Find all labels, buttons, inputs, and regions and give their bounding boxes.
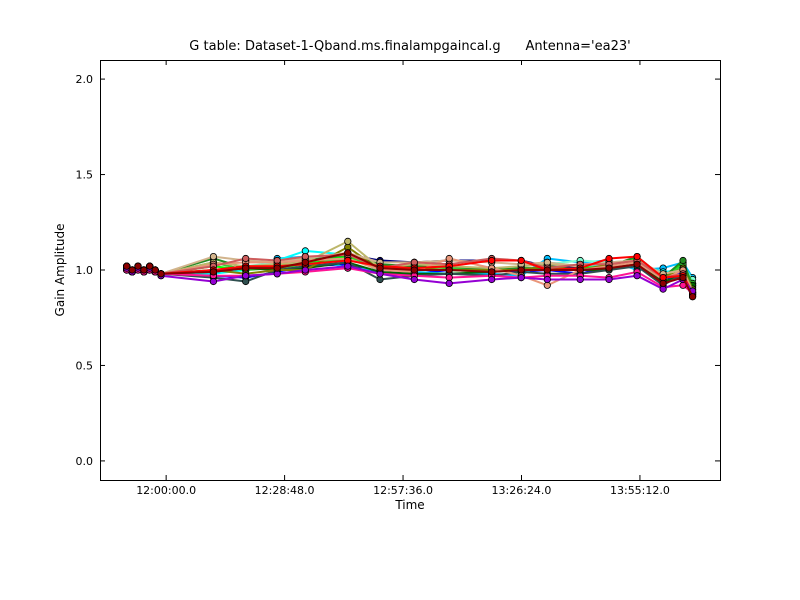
data-point [344,249,352,257]
data-point [209,253,217,261]
data-point [301,258,309,266]
data-point [273,264,281,272]
data-point [242,254,250,263]
series-19 [123,249,697,301]
data-point [157,270,165,278]
data-point [517,256,525,265]
data-point [605,254,613,263]
data-point [517,266,525,274]
data-point [488,256,496,265]
data-point [576,275,584,284]
data-point [344,237,352,245]
y-axis-label: Gain Amplitude [53,223,67,317]
x-tick-label: 12:28:48.0 [255,484,315,497]
data-point [543,275,551,284]
data-point [605,275,613,284]
data-point [517,273,525,282]
data-point [128,266,136,274]
y-tick-label: 2.0 [76,73,94,86]
x-tick-label: 12:57:36.0 [373,484,433,497]
data-point [488,268,496,276]
y-tick-label: 0.0 [76,455,94,468]
y-tick-label: 1.0 [76,264,94,277]
x-tick-label: 13:26:24.0 [492,484,552,497]
data-point [633,253,641,261]
data-point [134,262,142,270]
data-point [123,262,131,270]
x-axis-label: Time [395,498,425,512]
ticks-layer: 0.0 0.5 1.0 1.5 2.0 12:00:00.0 12:28:48.0 12:57… [76,60,720,497]
data-point [488,275,496,284]
data-point [242,272,250,280]
data-point [543,266,551,274]
plot-frame [100,60,721,481]
data-point [209,268,217,276]
data-point [410,266,418,274]
y-tick-label: 0.5 [76,359,94,372]
data-point [344,262,352,270]
data-point [679,256,687,265]
data-point [688,293,697,301]
data-point [140,266,148,274]
chart-title: G table: Dataset-1-Qband.ms.finalampgain… [189,39,631,54]
data-point [633,272,641,280]
y-tick-label: 1.5 [76,169,94,182]
data-point [146,262,154,270]
data-point [151,266,159,274]
data-point [659,279,667,287]
data-point [242,264,250,272]
data-point [679,273,687,282]
data-point [576,266,584,274]
data-point [605,264,613,272]
data-point [445,279,453,287]
series-layer [123,237,697,301]
data-point [376,264,384,272]
data-point [445,266,453,274]
data-point [209,277,217,286]
data-point [410,275,418,284]
x-tick-label: 13:55:12.0 [610,484,670,497]
x-tick-label: 12:00:00.0 [136,484,196,497]
data-point [633,260,641,268]
data-point [301,266,309,274]
